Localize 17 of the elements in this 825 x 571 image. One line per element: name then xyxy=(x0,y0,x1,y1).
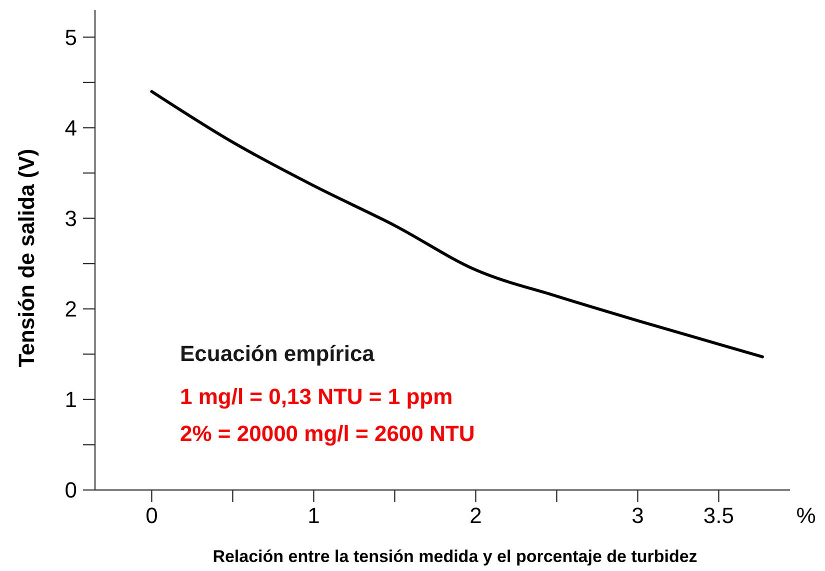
x-tick-label: 3.5 xyxy=(703,503,734,528)
y-tick-label: 0 xyxy=(64,478,77,503)
text: % xyxy=(796,503,816,528)
y-tick-label: 4 xyxy=(64,115,77,140)
x-axis-title: Relación entre la tensión medida y el porcentaje de turbidez xyxy=(212,547,698,566)
annotation: 1 mg/l = 0,13 NTU = 1 ppm xyxy=(180,384,453,409)
x-tick-label: 0 xyxy=(146,503,158,528)
y-tick-label: 3 xyxy=(64,206,77,231)
y-axis-title: Tensión de salida (V) xyxy=(14,148,39,368)
y-tick-label: 1 xyxy=(64,387,77,412)
y-tick-label: 2 xyxy=(64,296,77,322)
x-tick-label: 3 xyxy=(632,503,644,528)
x-tick-label: 2 xyxy=(470,503,482,528)
annotation: Ecuación empírica xyxy=(180,341,376,366)
y-tick-label: 5 xyxy=(64,24,77,50)
x-tick-label: 1 xyxy=(308,503,320,528)
annotation: 2% = 20000 mg/l = 2600 NTU xyxy=(180,421,475,446)
